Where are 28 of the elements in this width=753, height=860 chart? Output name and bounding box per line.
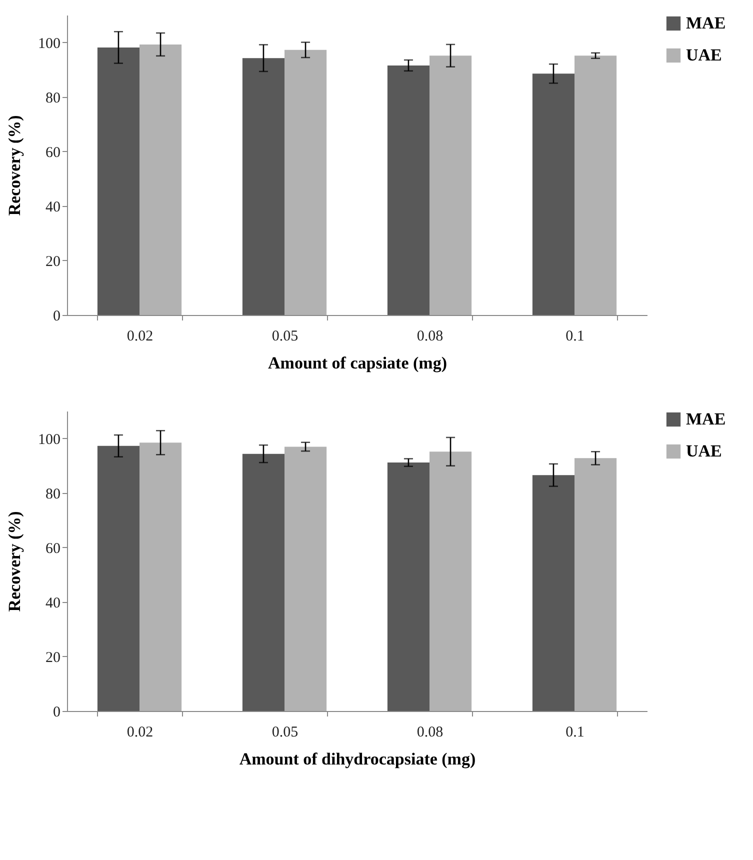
y-tick-label: 80: [46, 90, 60, 106]
x-tick-label: 0.08: [416, 328, 444, 344]
y-tick-label: 80: [46, 486, 60, 502]
x-axis-title: Amount of capsiate (mg): [268, 354, 447, 372]
y-tick-label: 0: [53, 308, 60, 324]
y-axis-title: Recovery (%): [5, 511, 24, 612]
x-tick-label: 0.05: [272, 724, 298, 740]
y-tick-label: 60: [46, 144, 60, 161]
y-tick-label: 40: [46, 595, 60, 612]
x-tick-label: 0.08: [416, 724, 444, 740]
x-tick-label: 0.05: [272, 328, 298, 344]
y-tick-label: 100: [38, 432, 60, 448]
x-axis-title: Amount of dihydrocapsiate (mg): [239, 750, 476, 768]
y-tick-label: 20: [46, 650, 60, 666]
legend-label: UAE: [686, 46, 722, 64]
y-tick-label: 20: [46, 254, 60, 270]
y-tick-label: 60: [46, 540, 60, 557]
y-tick-label: 100: [38, 36, 60, 52]
legend-label: MAE: [686, 14, 726, 32]
x-tick-label: 0.1: [566, 724, 584, 740]
y-tick-label: 0: [53, 704, 60, 720]
legend-label: MAE: [686, 410, 726, 428]
x-tick-label: 0.02: [126, 328, 154, 344]
x-tick-label: 0.02: [126, 724, 154, 740]
x-tick-label: 0.1: [566, 328, 584, 344]
y-tick-label: 40: [46, 199, 60, 216]
legend-label: UAE: [686, 442, 722, 460]
y-axis-title: Recovery (%): [5, 115, 24, 216]
